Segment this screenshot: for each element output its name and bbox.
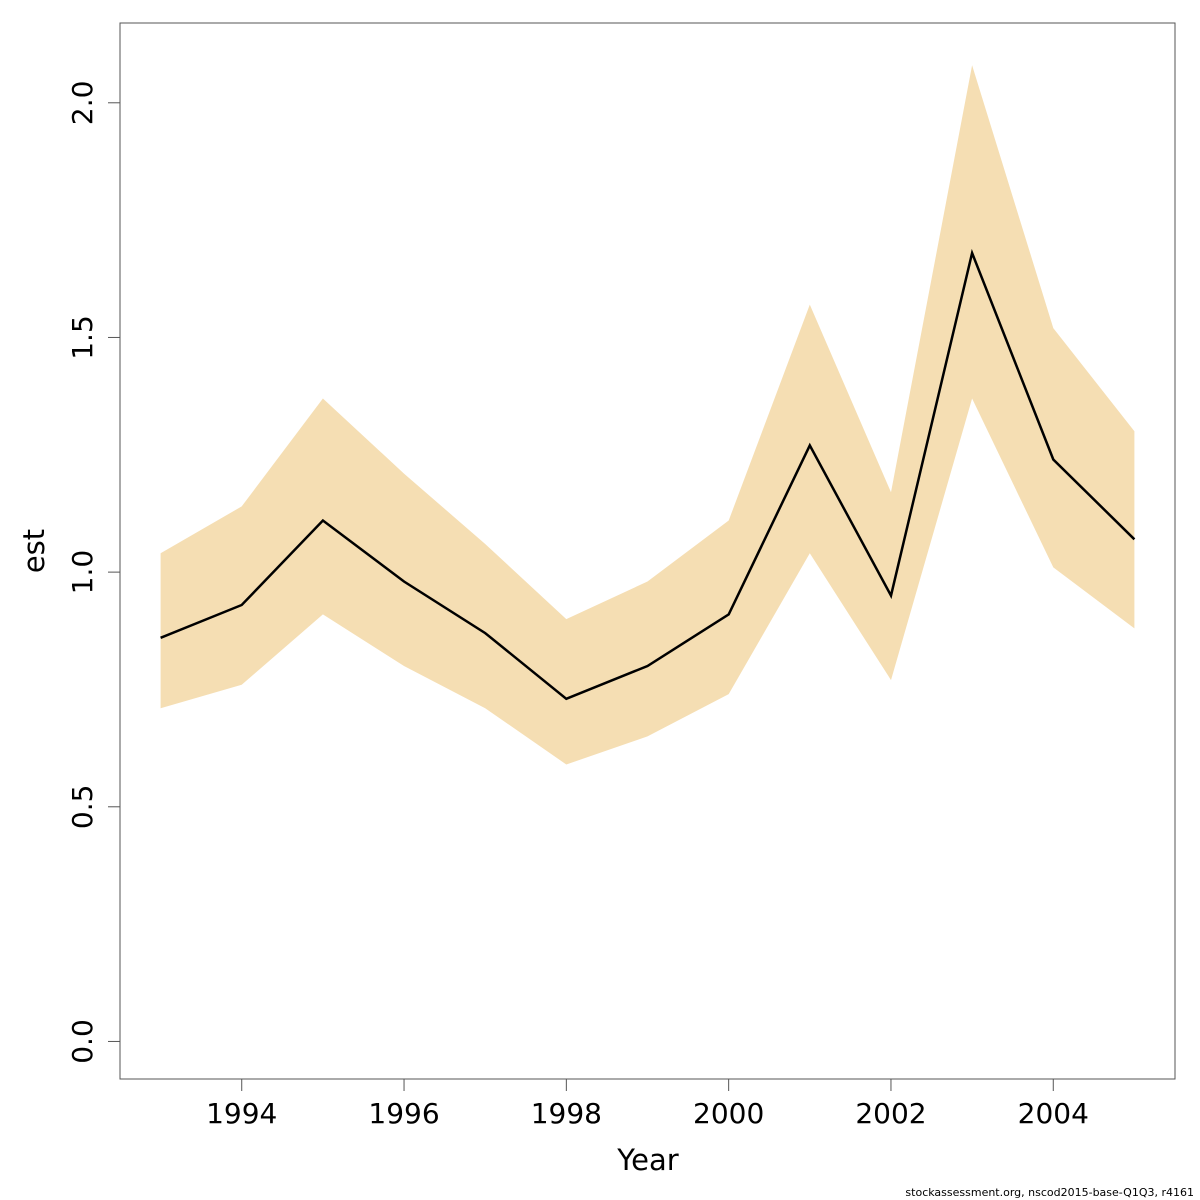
confidence-band-layer	[160, 65, 1135, 765]
y-tick-label: 1.0	[66, 550, 99, 595]
estimate-line	[160, 248, 1136, 701]
confidence-band	[160, 65, 1135, 765]
y-tick-label: 1.5	[66, 315, 99, 360]
x-axis: 1994 1996 1998 2000 2002 2004	[206, 1078, 1089, 1130]
x-tick-label: 2000	[693, 1097, 764, 1130]
y-tick-label: 0.0	[66, 1019, 99, 1064]
x-tick-label: 1996	[368, 1097, 439, 1130]
y-tick-label: 2.0	[66, 81, 99, 126]
y-axis: 0.0 0.5 1.0 1.5 2.0	[66, 81, 121, 1064]
x-tick-label: 2002	[855, 1097, 926, 1130]
x-tick-label: 1998	[531, 1097, 602, 1130]
y-tick-label: 0.5	[66, 785, 99, 830]
x-axis-title: Year	[616, 1143, 678, 1177]
x-tick-label: 2004	[1018, 1097, 1089, 1130]
credit-text: stockassessment.org, nscod2015-base-Q1Q3…	[905, 1186, 1194, 1199]
estimate-line-layer	[160, 248, 1136, 701]
x-tick-label: 1994	[206, 1097, 277, 1130]
y-axis-title: est	[17, 529, 51, 573]
